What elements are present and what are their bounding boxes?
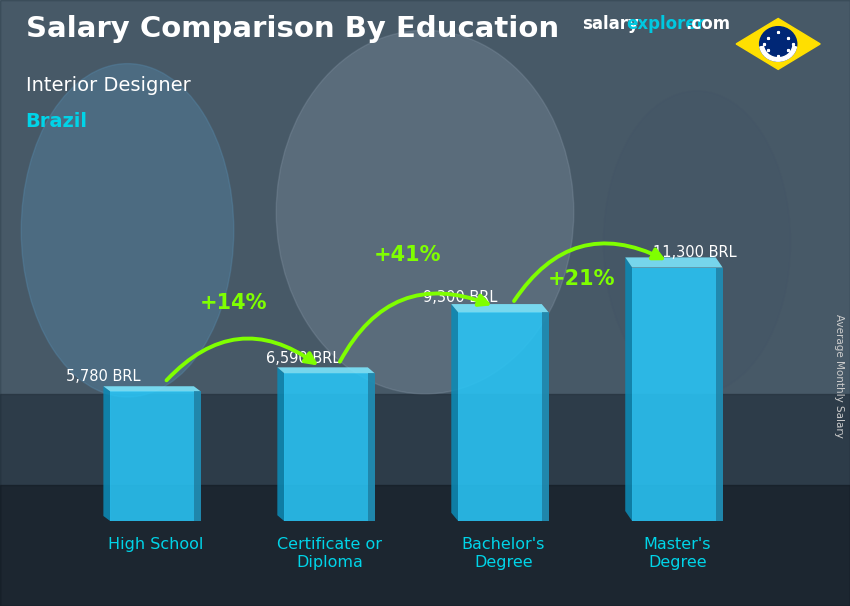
- Polygon shape: [104, 386, 111, 521]
- Polygon shape: [451, 304, 458, 521]
- Wedge shape: [760, 46, 796, 61]
- Polygon shape: [277, 367, 375, 373]
- FancyBboxPatch shape: [716, 267, 722, 521]
- Text: +41%: +41%: [374, 244, 441, 265]
- Text: explorer: explorer: [626, 15, 706, 33]
- FancyBboxPatch shape: [110, 391, 201, 521]
- Text: 11,300 BRL: 11,300 BRL: [653, 245, 737, 260]
- FancyArrowPatch shape: [514, 244, 662, 301]
- FancyBboxPatch shape: [368, 373, 375, 521]
- Text: Salary Comparison By Education: Salary Comparison By Education: [26, 15, 558, 43]
- Bar: [0, 485, 850, 606]
- FancyArrowPatch shape: [167, 339, 314, 381]
- Text: 5,780 BRL: 5,780 BRL: [66, 369, 140, 384]
- Text: Interior Designer: Interior Designer: [26, 76, 190, 95]
- Text: 9,300 BRL: 9,300 BRL: [422, 290, 497, 305]
- Circle shape: [760, 27, 796, 61]
- Polygon shape: [626, 258, 632, 521]
- Text: .com: .com: [685, 15, 730, 33]
- Polygon shape: [451, 304, 549, 313]
- Polygon shape: [104, 386, 201, 391]
- FancyBboxPatch shape: [632, 267, 722, 521]
- Polygon shape: [626, 258, 722, 267]
- Polygon shape: [277, 367, 284, 521]
- Text: +21%: +21%: [548, 268, 615, 289]
- Text: Average Monthly Salary: Average Monthly Salary: [834, 314, 844, 438]
- Ellipse shape: [276, 30, 574, 394]
- Polygon shape: [736, 19, 820, 70]
- FancyBboxPatch shape: [458, 313, 549, 521]
- Text: Brazil: Brazil: [26, 112, 88, 131]
- FancyBboxPatch shape: [194, 391, 201, 521]
- FancyBboxPatch shape: [541, 313, 549, 521]
- FancyArrowPatch shape: [340, 293, 488, 362]
- Bar: [0, 394, 850, 606]
- Text: +14%: +14%: [200, 293, 268, 313]
- FancyBboxPatch shape: [284, 373, 375, 521]
- Text: salary: salary: [582, 15, 639, 33]
- Ellipse shape: [604, 91, 791, 394]
- Text: 6,590 BRL: 6,590 BRL: [266, 351, 341, 365]
- Ellipse shape: [21, 64, 234, 397]
